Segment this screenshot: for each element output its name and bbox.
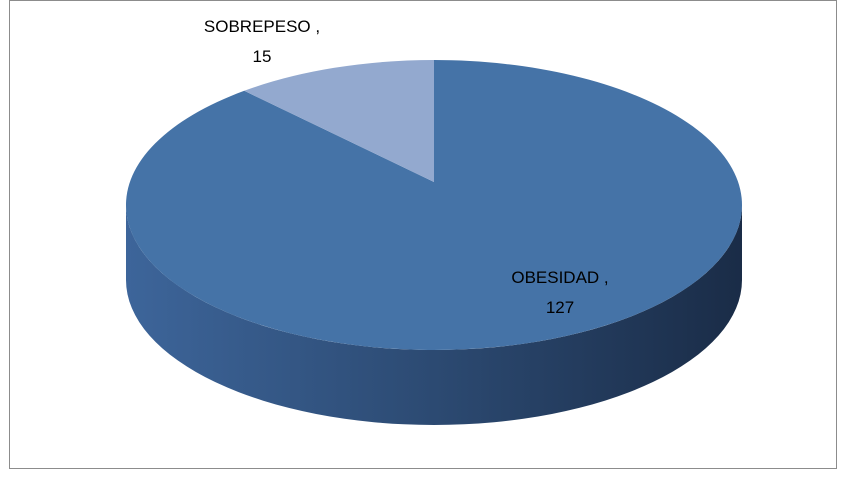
data-label-separator: , [311,17,320,36]
data-label-value: 127 [546,298,574,317]
data-label-category: SOBREPESO [204,17,311,36]
pie-slice-side [126,205,742,425]
data-label-category: OBESIDAD [511,268,599,287]
data-label: OBESIDAD , 127 [511,268,608,317]
data-label: SOBREPESO , 15 [204,17,320,66]
pie-slice [126,60,743,350]
pie-slice [244,60,434,182]
data-label-separator: , [599,268,608,287]
data-label-value: 15 [253,47,272,66]
